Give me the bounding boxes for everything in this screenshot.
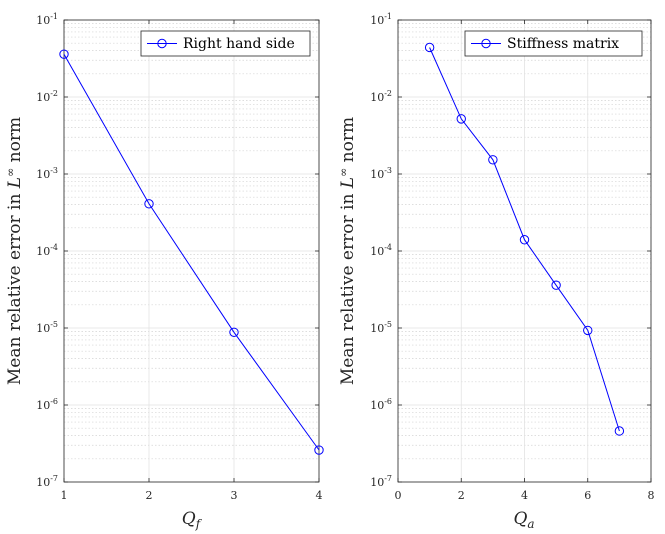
data-point <box>583 325 593 336</box>
x-tick-label: 8 <box>648 489 655 502</box>
legend-label: Right hand side <box>183 36 295 52</box>
data-point <box>456 114 466 124</box>
x-tick-label: 0 <box>395 489 402 502</box>
y-tick-label: 10-1 <box>370 12 392 27</box>
x-tick-label: 4 <box>316 489 323 502</box>
series-line <box>63 53 320 451</box>
data-point <box>614 426 625 436</box>
y-tick-label: 10-2 <box>370 89 392 104</box>
y-tick-label: 10-7 <box>370 474 392 489</box>
legend-label: Stiffness matrix <box>507 36 619 52</box>
y-tick-label: 10-6 <box>370 397 392 412</box>
y-axis-label: Mean relative error in L∞ norm <box>337 117 358 385</box>
legend-marker <box>157 38 167 49</box>
y-tick-label: 10-6 <box>36 397 58 412</box>
y-tick-label: 10-5 <box>370 320 392 335</box>
chart-right: 0 2 4 6 8 10-7 10-6 10-5 10-4 10-3 10-2 10-1 Qa Mean … <box>337 12 655 531</box>
y-tick-label: 10-5 <box>36 320 58 335</box>
y-tick-label: 10-4 <box>370 243 392 258</box>
y-axis-label: Mean relative error in L∞ norm <box>4 117 25 385</box>
x-tick-label: 3 <box>231 489 238 502</box>
data-point <box>519 235 530 245</box>
data-point <box>488 155 498 165</box>
x-tick-label: 2 <box>146 489 153 502</box>
x-tick-label: 4 <box>521 489 528 502</box>
y-tick-label: 10-7 <box>36 474 58 489</box>
data-point <box>229 327 239 337</box>
y-tick-label: 10-1 <box>36 12 58 27</box>
chart-left: 1 2 3 4 10-7 10-6 10-5 10-4 10-3 10-2 10-1 Qf Mean r… <box>4 12 324 531</box>
series-line <box>429 47 620 432</box>
data-point <box>144 199 154 209</box>
x-tick-label: 2 <box>458 489 465 502</box>
data-point <box>424 42 435 53</box>
data-point <box>314 445 324 455</box>
x-axis-label: Qf <box>182 509 203 531</box>
y-tick-label: 10-3 <box>36 166 58 181</box>
legend-marker <box>481 38 491 49</box>
x-tick-label: 6 <box>584 489 591 502</box>
data-point <box>551 280 561 290</box>
legend: Right hand side <box>140 30 311 57</box>
y-tick-label: 10-4 <box>36 243 58 258</box>
x-tick-label: 1 <box>61 489 68 502</box>
y-tick-label: 10-2 <box>36 89 58 104</box>
data-point <box>59 49 69 59</box>
y-tick-label: 10-3 <box>370 166 392 181</box>
x-axis-label: Qa <box>513 509 534 531</box>
legend: Stiffness matrix <box>464 30 643 57</box>
